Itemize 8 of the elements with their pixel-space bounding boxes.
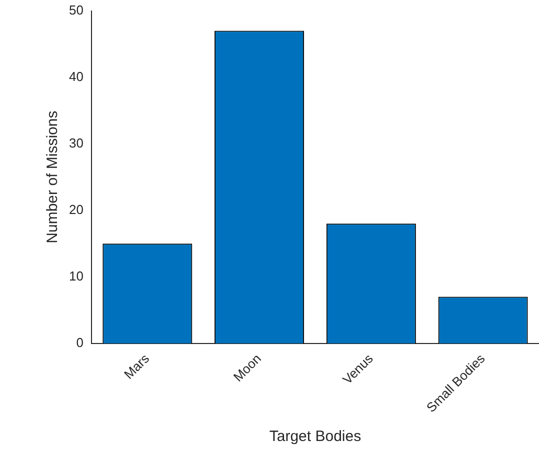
x-axis-title: Target Bodies [269, 428, 362, 446]
y-tick-label: 50 [68, 2, 84, 18]
y-tick-label: 20 [68, 202, 84, 217]
y-tick-label: 0 [76, 334, 84, 350]
y-axis-title: Number of Missions [44, 110, 62, 244]
y-tick-label: 10 [68, 268, 84, 284]
y-tick-label: 30 [68, 135, 84, 150]
y-tick-label: 40 [68, 68, 84, 84]
